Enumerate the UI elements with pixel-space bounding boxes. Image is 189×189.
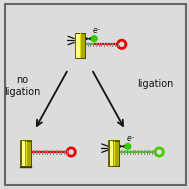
Text: e⁻: e⁻	[126, 134, 135, 143]
Text: no
ligation: no ligation	[4, 75, 40, 97]
Bar	[76, 34, 80, 58]
Bar	[110, 141, 119, 166]
Bar	[20, 140, 32, 167]
Bar	[108, 140, 120, 167]
Text: e⁻: e⁻	[93, 26, 101, 35]
Bar	[22, 141, 31, 166]
Circle shape	[124, 143, 132, 150]
Circle shape	[91, 35, 98, 42]
Bar	[110, 141, 113, 166]
Bar	[114, 141, 115, 166]
Text: ligation: ligation	[137, 79, 174, 89]
Bar	[22, 141, 25, 166]
Bar	[26, 141, 27, 166]
Bar	[80, 33, 81, 58]
Bar	[76, 33, 85, 58]
Bar	[75, 33, 86, 59]
